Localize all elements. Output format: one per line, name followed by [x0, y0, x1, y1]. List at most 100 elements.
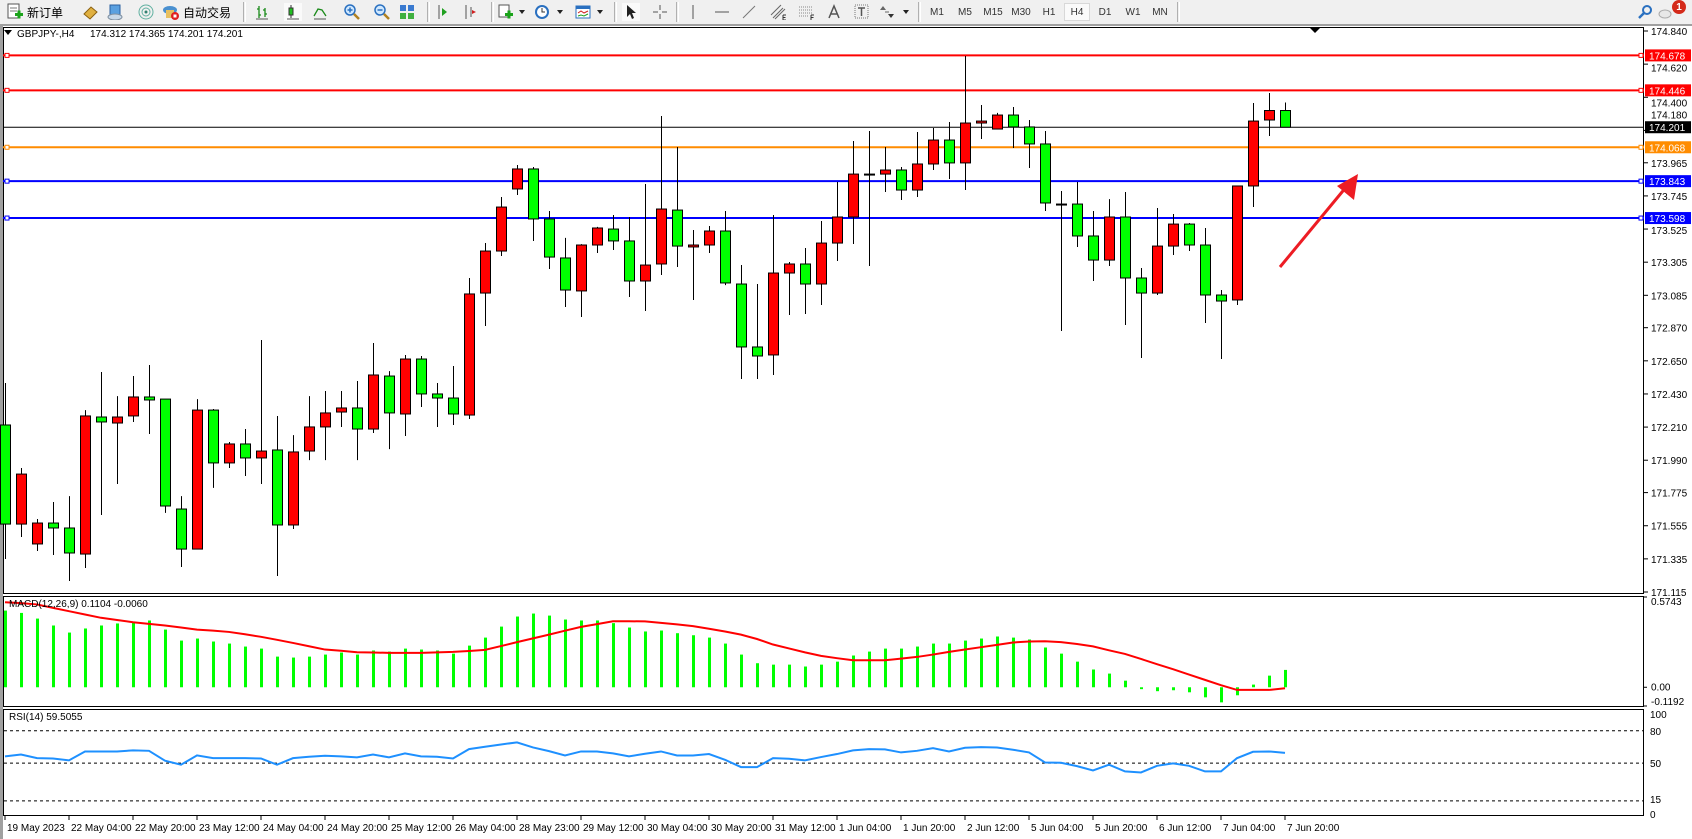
- macd-histogram-bar: [52, 625, 55, 688]
- tile-windows-button[interactable]: [398, 3, 416, 21]
- bearish-candle: [1088, 235, 1099, 261]
- time-axis: 19 May 2023 22 May 04:00 22 May 20:00 23 Ma…: [4, 816, 1340, 834]
- time-label: 7 Jun 20:00: [1287, 823, 1340, 834]
- bullish-candle: [816, 242, 827, 285]
- timeframe-m15[interactable]: M15: [983, 6, 1003, 18]
- line-price-label: 174.068: [1649, 143, 1686, 154]
- equidistant-channel-button[interactable]: [770, 3, 788, 21]
- macd-histogram-bar: [740, 654, 743, 688]
- macd-axis-label: 0.5743: [1651, 597, 1682, 608]
- macd-histogram-bar: [500, 626, 503, 688]
- horizontal-line-icon: [714, 4, 730, 20]
- bearish-candle: [944, 139, 955, 164]
- macd-histogram-bar: [1092, 669, 1095, 688]
- bullish-candle: [784, 263, 795, 274]
- time-label: 22 May 04:00: [71, 823, 132, 834]
- macd-histogram-bar: [820, 664, 823, 688]
- horizontal-lines[interactable]: [3, 52, 1644, 221]
- notification-button[interactable]: [1658, 3, 1672, 21]
- text-label-button[interactable]: [854, 3, 870, 21]
- history-button[interactable]: [81, 3, 99, 21]
- periods-button[interactable]: [533, 3, 551, 21]
- timeframe-m5[interactable]: M5: [958, 6, 972, 18]
- macd-histogram-bar: [1140, 687, 1143, 690]
- macd-histogram-bar: [276, 656, 279, 688]
- macd-histogram-bar: [1252, 684, 1255, 688]
- fibonacci-button[interactable]: [798, 3, 816, 21]
- candlestick-button[interactable]: [284, 3, 302, 21]
- auto-trading-button[interactable]: 自动交易: [162, 3, 231, 21]
- bullish-candle: [1168, 223, 1179, 247]
- new-order-button[interactable]: 新订单: [6, 3, 63, 21]
- line-price-label: 174.446: [1649, 86, 1686, 97]
- timeframe-mn[interactable]: MN: [1152, 6, 1168, 18]
- arrows-button[interactable]: [879, 3, 895, 21]
- periods-dropdown[interactable]: [557, 10, 563, 14]
- bullish-candle: [880, 169, 891, 175]
- auto-scroll-button[interactable]: [435, 3, 451, 21]
- timeframe-h4[interactable]: H4: [1064, 3, 1090, 21]
- chart-menu-triangle-icon[interactable]: [4, 30, 12, 35]
- chart-background: [0, 26, 1692, 839]
- bullish-candle: [480, 250, 491, 294]
- bullish-candle: [1248, 120, 1259, 187]
- macd-histogram-bar: [1284, 669, 1287, 688]
- crosshair-button[interactable]: [652, 3, 668, 21]
- bar-chart-icon: [255, 4, 269, 20]
- line-handle-left: [4, 52, 10, 58]
- tile-windows-icon: [399, 4, 415, 20]
- toolbar-separator: [918, 2, 921, 22]
- bullish-candle: [256, 450, 267, 459]
- arrow-head-icon: [1337, 174, 1358, 200]
- macd-histogram-bar: [724, 643, 727, 688]
- add-indicator-button[interactable]: [497, 3, 515, 21]
- new-order-icon: [6, 3, 24, 21]
- horizontal-line-button[interactable]: [714, 3, 730, 21]
- line-chart-button[interactable]: [312, 3, 328, 21]
- price-tick-label: 174.620: [1651, 63, 1688, 74]
- search-button[interactable]: [1637, 3, 1653, 21]
- timeframe-m30[interactable]: M30: [1011, 6, 1031, 18]
- templates-dropdown[interactable]: [597, 10, 603, 14]
- vertical-line-icon: [685, 4, 701, 20]
- macd-histogram-bar: [692, 635, 695, 688]
- timeframe-h1[interactable]: H1: [1042, 6, 1056, 18]
- cursor-button[interactable]: [622, 3, 640, 21]
- chart-window[interactable]: 174.678 174.446 174.068 173.843 173.598 174.2…: [0, 26, 1692, 839]
- chart-shift-icon: [463, 4, 477, 20]
- rsi-panel[interactable]: [3, 709, 1644, 816]
- price-tick-label: 171.115: [1651, 588, 1687, 599]
- vertical-line-button[interactable]: [685, 3, 701, 21]
- trendline-button[interactable]: [741, 3, 757, 21]
- chart-shift-marker-icon[interactable]: [1310, 28, 1320, 33]
- macd-histogram-bar: [884, 648, 887, 688]
- chart-shift-button[interactable]: [462, 3, 478, 21]
- price-tick-label: 171.335: [1651, 555, 1688, 566]
- templates-icon: [575, 4, 591, 20]
- macd-histogram-bar: [196, 638, 199, 688]
- main-price-panel[interactable]: [3, 27, 1644, 594]
- zoom-out-button[interactable]: [373, 3, 391, 21]
- signals-button[interactable]: [137, 3, 155, 21]
- bar-chart-button[interactable]: [254, 3, 270, 21]
- macd-histogram-bar: [324, 654, 327, 688]
- macd-histogram-bar: [548, 615, 551, 688]
- text-button[interactable]: [826, 3, 842, 21]
- macd-histogram-bar: [356, 654, 359, 688]
- time-label: 5 Jun 20:00: [1095, 823, 1148, 834]
- templates-button[interactable]: [574, 3, 592, 21]
- macd-panel[interactable]: [3, 596, 1644, 707]
- zoom-in-button[interactable]: [343, 3, 361, 21]
- bullish-candle: [400, 358, 411, 415]
- macd-histogram-bar: [644, 631, 647, 688]
- arrows-dropdown[interactable]: [903, 10, 909, 14]
- timeframe-m1[interactable]: M1: [930, 6, 944, 18]
- add-indicator-dropdown[interactable]: [519, 10, 525, 14]
- time-label: 1 Jun 04:00: [839, 823, 892, 834]
- up-arrow-annotation[interactable]: [1278, 174, 1358, 268]
- timeframe-w1[interactable]: W1: [1125, 6, 1141, 18]
- timeframe-d1[interactable]: D1: [1098, 6, 1112, 18]
- text-label-icon: [854, 4, 870, 20]
- bullish-candle: [32, 522, 43, 545]
- terminal-button[interactable]: [106, 3, 124, 21]
